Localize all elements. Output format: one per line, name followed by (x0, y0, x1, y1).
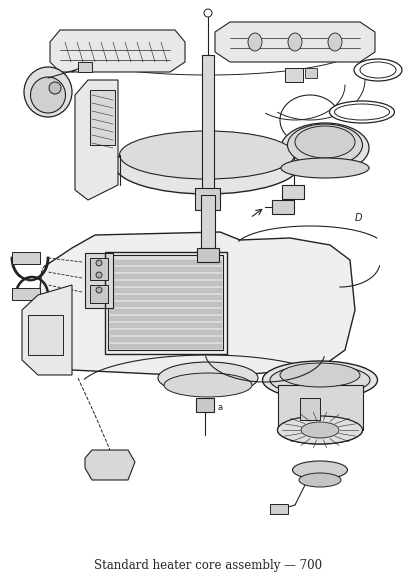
Ellipse shape (248, 33, 262, 51)
Bar (85, 253, 113, 308)
Bar (272, 200, 294, 214)
Ellipse shape (292, 461, 347, 479)
Polygon shape (22, 285, 72, 375)
Ellipse shape (30, 77, 65, 113)
Bar (278, 385, 363, 430)
Ellipse shape (281, 158, 369, 178)
Ellipse shape (277, 416, 362, 444)
Bar (105, 252, 227, 354)
Polygon shape (50, 30, 185, 72)
Ellipse shape (287, 124, 362, 166)
Ellipse shape (334, 104, 389, 120)
Bar (12, 252, 40, 264)
Ellipse shape (262, 361, 377, 399)
Bar (300, 398, 320, 420)
Ellipse shape (328, 33, 342, 51)
Bar (90, 90, 115, 145)
Text: a: a (218, 403, 223, 412)
Bar (78, 62, 92, 72)
Bar (195, 188, 220, 210)
Ellipse shape (119, 131, 295, 179)
Ellipse shape (280, 363, 360, 387)
Ellipse shape (329, 101, 394, 123)
Ellipse shape (281, 123, 369, 173)
Polygon shape (38, 232, 355, 395)
Bar (12, 288, 40, 300)
Bar (282, 185, 304, 199)
Ellipse shape (158, 362, 258, 394)
Ellipse shape (277, 416, 362, 444)
Ellipse shape (270, 365, 370, 395)
Bar (28, 315, 63, 355)
Polygon shape (85, 450, 135, 480)
Bar (197, 248, 219, 262)
Ellipse shape (164, 373, 252, 397)
Text: D: D (354, 213, 362, 223)
Ellipse shape (96, 287, 102, 293)
Ellipse shape (301, 422, 339, 438)
Bar (202, 55, 214, 195)
Ellipse shape (96, 260, 102, 266)
Ellipse shape (114, 136, 300, 194)
Polygon shape (215, 22, 375, 62)
Ellipse shape (299, 473, 341, 487)
Bar (270, 504, 288, 514)
Ellipse shape (96, 272, 102, 278)
Polygon shape (75, 80, 118, 200)
Bar (196, 398, 214, 412)
Ellipse shape (360, 62, 396, 78)
Text: Standard heater core assembly — 700: Standard heater core assembly — 700 (94, 558, 322, 572)
Bar (285, 68, 303, 82)
Ellipse shape (354, 59, 402, 81)
Bar (90, 258, 108, 280)
Ellipse shape (49, 82, 61, 94)
Ellipse shape (295, 126, 355, 158)
Ellipse shape (288, 33, 302, 51)
Bar (90, 285, 108, 303)
Bar (201, 195, 215, 253)
Ellipse shape (24, 67, 72, 117)
Bar (108, 255, 223, 350)
Bar (305, 68, 317, 78)
Ellipse shape (204, 9, 212, 17)
